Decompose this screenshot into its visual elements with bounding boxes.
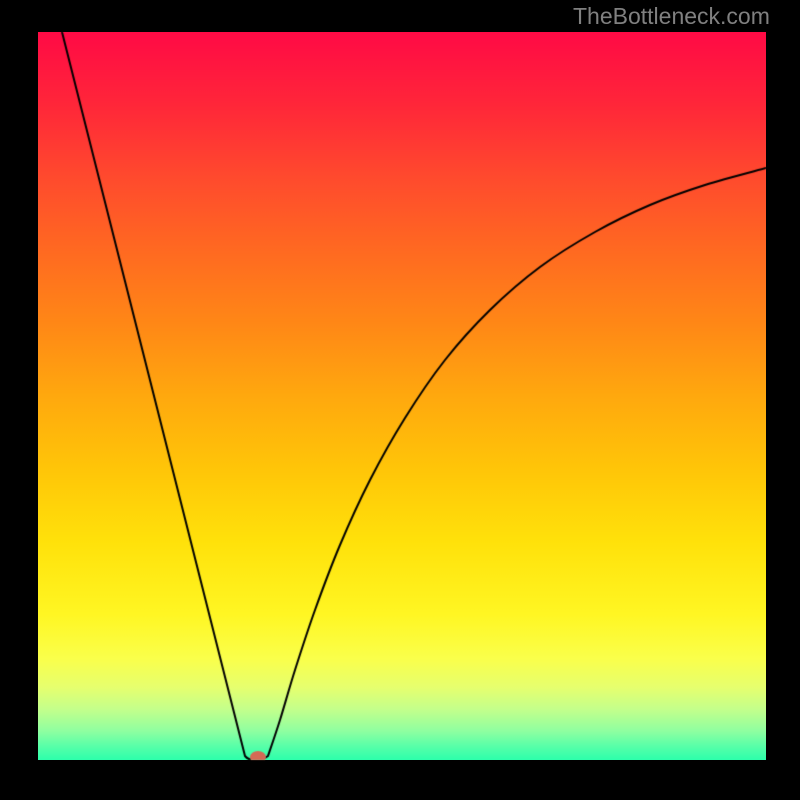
bottleneck-curve-canvas: [0, 0, 800, 800]
watermark-text: TheBottleneck.com: [573, 3, 770, 30]
chart-container: TheBottleneck.com: [0, 0, 800, 800]
